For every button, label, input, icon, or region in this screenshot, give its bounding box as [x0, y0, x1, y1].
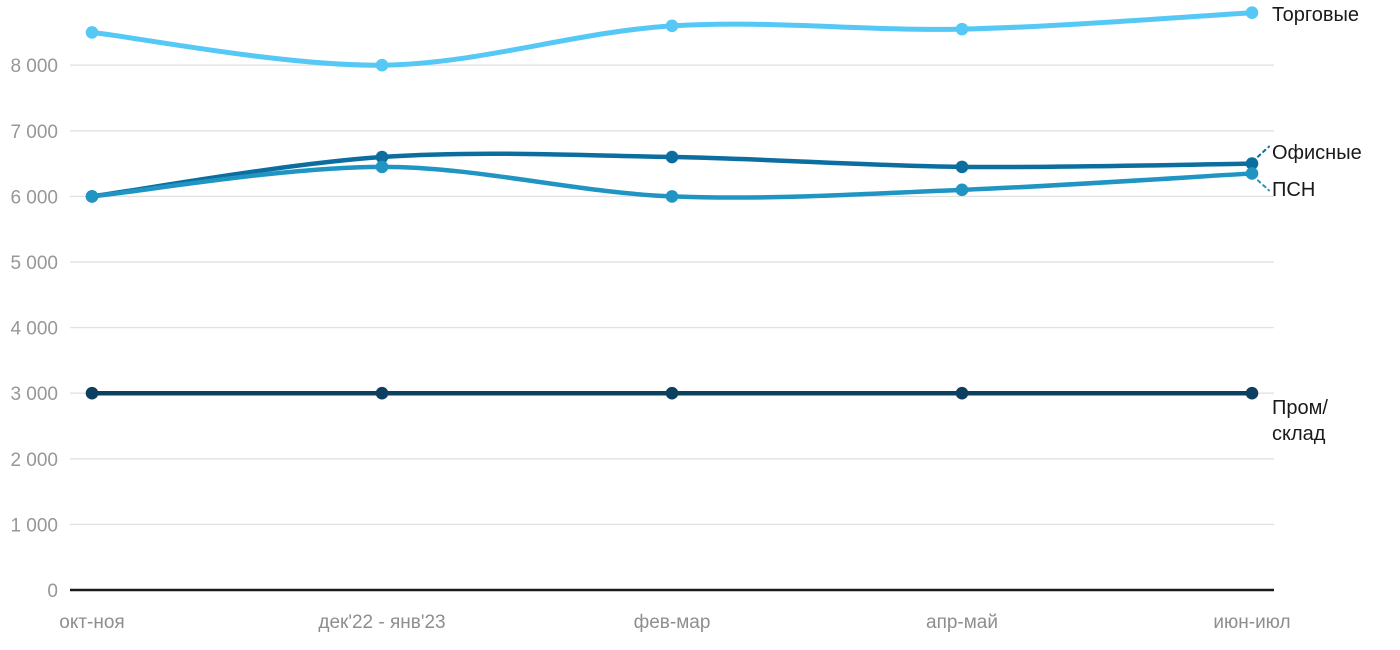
y-axis-tick-label: 4 000: [10, 319, 58, 340]
data-point-ofisnye[interactable]: [1245, 157, 1259, 170]
data-point-prom-sklad[interactable]: [955, 386, 969, 400]
data-point-ofisnye[interactable]: [375, 150, 389, 164]
y-axis-tick-label: 5 000: [10, 253, 58, 274]
data-point-psn[interactable]: [375, 160, 389, 174]
x-axis-label: апр-май: [926, 612, 998, 633]
y-axis-tick-label: 8 000: [10, 56, 58, 77]
label-leader-line-psn: [1257, 179, 1270, 192]
data-point-prom-sklad[interactable]: [1245, 386, 1259, 400]
data-point-psn[interactable]: [665, 190, 679, 203]
data-point-torgovye[interactable]: [955, 22, 969, 36]
y-axis-tick-label: 7 000: [10, 122, 58, 143]
data-point-psn[interactable]: [1245, 167, 1259, 180]
series-label-prom-sklad: Пром/склад: [1272, 397, 1328, 446]
data-point-psn[interactable]: [955, 183, 969, 197]
y-axis-tick-label: 1 000: [10, 515, 58, 536]
y-axis-tick-label: 3 000: [10, 384, 58, 405]
data-point-prom-sklad[interactable]: [375, 386, 389, 400]
data-point-torgovye[interactable]: [375, 58, 389, 72]
series-label-psn: ПСН: [1272, 179, 1316, 202]
label-leader-line-ofisnye: [1257, 145, 1270, 158]
series-label-ofisnye: Офисные: [1272, 141, 1362, 164]
data-point-ofisnye[interactable]: [955, 160, 969, 174]
x-axis-label: окт-ноя: [59, 612, 124, 633]
x-axis-label: июн-июл: [1213, 612, 1290, 633]
y-axis-tick-label: 0: [47, 581, 58, 602]
data-point-ofisnye[interactable]: [665, 150, 679, 164]
data-point-torgovye[interactable]: [665, 19, 679, 33]
x-axis-label: фев-мар: [634, 612, 711, 633]
data-point-prom-sklad[interactable]: [665, 386, 679, 400]
data-point-torgovye[interactable]: [1245, 6, 1259, 20]
y-axis-tick-label: 2 000: [10, 450, 58, 471]
data-point-prom-sklad[interactable]: [85, 386, 99, 400]
x-axis-label: дек'22 - янв'23: [318, 612, 445, 633]
series-label-torgovye: Торговые: [1272, 3, 1360, 26]
data-point-psn[interactable]: [85, 190, 99, 203]
y-axis-tick-label: 6 000: [10, 187, 58, 208]
data-point-torgovye[interactable]: [85, 26, 99, 39]
